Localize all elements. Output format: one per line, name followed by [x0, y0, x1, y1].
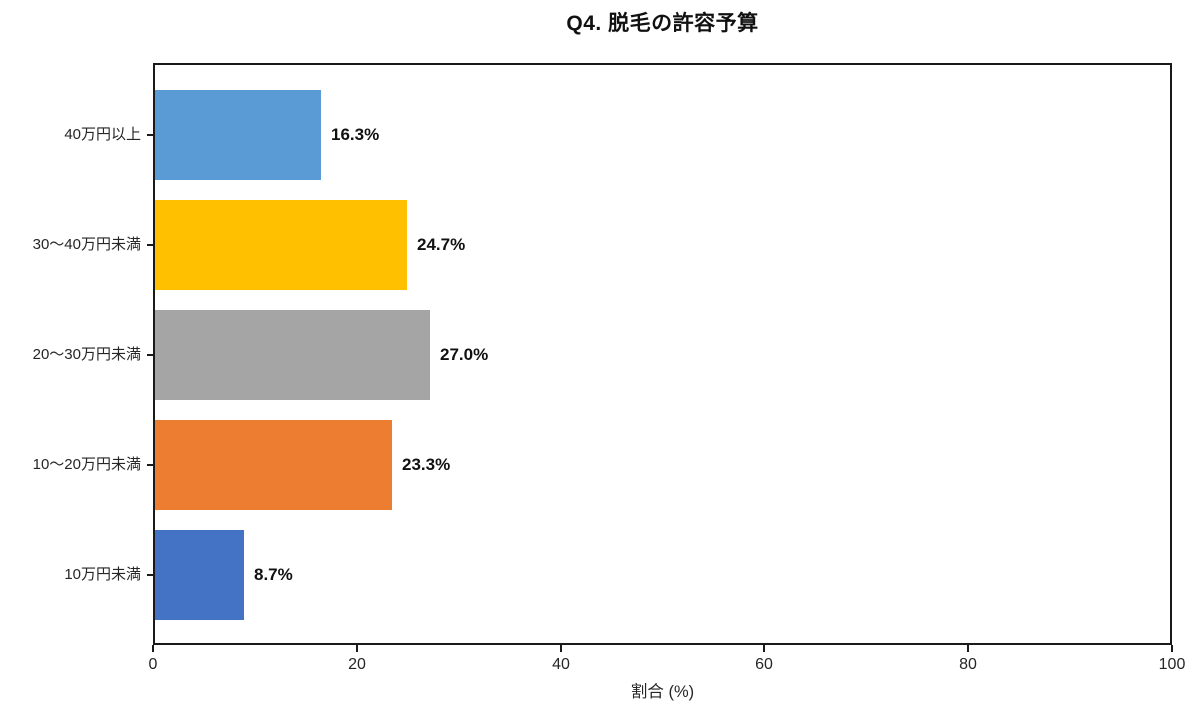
bar-value-label: 8.7% — [254, 565, 293, 584]
x-axis-title: 割合 (%) — [630, 683, 695, 701]
y-tick-mark — [147, 464, 153, 466]
bar-4 — [155, 420, 392, 510]
x-tick-label: 40 — [552, 656, 570, 673]
y-tick-label: 10万円未満 — [64, 566, 141, 583]
bar-1 — [155, 90, 321, 180]
x-tick-mark — [560, 645, 562, 652]
y-tick-mark — [147, 574, 153, 576]
x-tick-mark — [356, 645, 358, 652]
chart-title: Q4. 脱毛の許容予算 — [566, 12, 759, 35]
y-tick-label: 30〜40万円未満 — [32, 236, 141, 253]
x-tick-label: 20 — [348, 656, 366, 673]
y-tick-label: 10〜20万円未満 — [32, 456, 141, 473]
bar-3 — [155, 310, 430, 400]
bar-value-label: 27.0% — [440, 345, 489, 364]
y-tick-mark — [147, 244, 153, 246]
y-tick-mark — [147, 134, 153, 136]
x-tick-mark — [152, 645, 154, 652]
bar-value-label: 16.3% — [331, 125, 380, 144]
x-tick-label: 100 — [1158, 656, 1186, 673]
y-tick-label: 40万円以上 — [64, 126, 141, 143]
y-tick-label: 20〜30万円未満 — [32, 346, 141, 363]
bar-5 — [155, 530, 244, 620]
x-tick-label: 0 — [148, 656, 158, 673]
x-tick-label: 80 — [959, 656, 977, 673]
bar-2 — [155, 200, 407, 290]
bar-value-label: 24.7% — [417, 235, 466, 254]
y-tick-mark — [147, 354, 153, 356]
x-tick-mark — [763, 645, 765, 652]
plot-area — [153, 63, 1172, 645]
x-tick-mark — [1171, 645, 1173, 652]
bar-value-label: 23.3% — [402, 455, 451, 474]
x-tick-mark — [967, 645, 969, 652]
x-tick-label: 60 — [755, 656, 773, 673]
